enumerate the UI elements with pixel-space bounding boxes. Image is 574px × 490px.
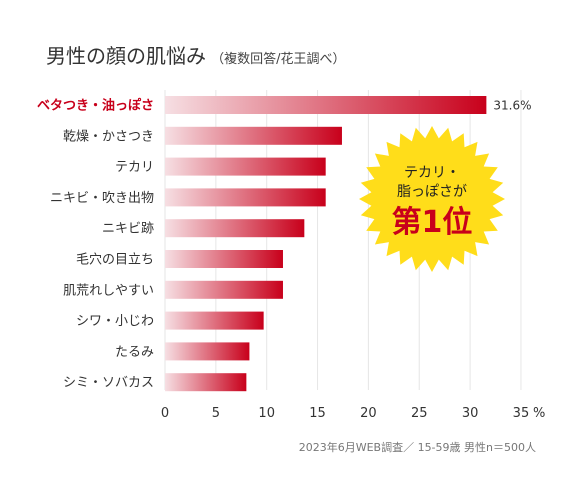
bar: [165, 188, 326, 207]
category-label: たるみ: [115, 345, 154, 360]
category-label: ニキビ・吹き出物: [50, 191, 154, 206]
x-tick-label: 20: [360, 406, 377, 421]
category-label: ニキビ跡: [102, 221, 154, 237]
x-tick-label: 35: [513, 406, 530, 421]
category-label: 乾燥・かさつき: [63, 129, 154, 144]
starburst-shape: [359, 126, 505, 272]
bars: [165, 96, 487, 392]
category-label: 毛穴の目立ち: [76, 253, 154, 268]
x-unit-label: %: [533, 406, 545, 421]
chart-heading: 男性の顔の肌悩み （複数回答/花王調べ）: [46, 40, 345, 69]
badge-line-1: テカリ・: [404, 165, 460, 181]
x-tick-label: 15: [309, 406, 326, 421]
category-label: ベタつき・油っぽさ: [37, 98, 154, 114]
bar: [165, 96, 487, 114]
bar: [165, 126, 342, 145]
x-tick-label: 10: [258, 406, 275, 421]
category-label: 肌荒れしやすい: [63, 283, 154, 298]
category-label: シワ・小じわ: [76, 314, 154, 329]
category-labels: ベタつき・油っぽさ 31.6% 乾燥・かさつきテカリニキビ・吹き出物ニキビ跡毛穴の目…: [37, 98, 532, 391]
bar: [165, 311, 264, 330]
category-label: シミ・ソバカス: [63, 376, 154, 391]
chart-subtitle: （複数回答/花王調べ）: [211, 52, 346, 67]
x-tick-label: 0: [161, 406, 169, 421]
bar: [165, 250, 283, 268]
x-tick-label: 25: [411, 406, 428, 421]
x-axis-ticks: 0 5 10 15 20 25 30 35%: [161, 406, 545, 421]
bar: [165, 280, 283, 299]
chart-title: 男性の顔の肌悩み: [46, 44, 206, 68]
bar: [165, 157, 326, 176]
category-label: テカリ: [115, 160, 154, 175]
badge-line-2: 脂っぽさが: [397, 184, 467, 200]
bar: [165, 373, 247, 392]
x-tick-label: 30: [462, 406, 479, 421]
bar: [165, 342, 250, 361]
badge-rank-text: 第1位: [392, 205, 473, 240]
value-label: 31.6%: [493, 99, 531, 113]
bar: [165, 219, 305, 238]
x-tick-label: 5: [212, 406, 220, 421]
source-note: 2023年6月WEB調査／ 15-59歳 男性n＝500人: [298, 441, 536, 454]
